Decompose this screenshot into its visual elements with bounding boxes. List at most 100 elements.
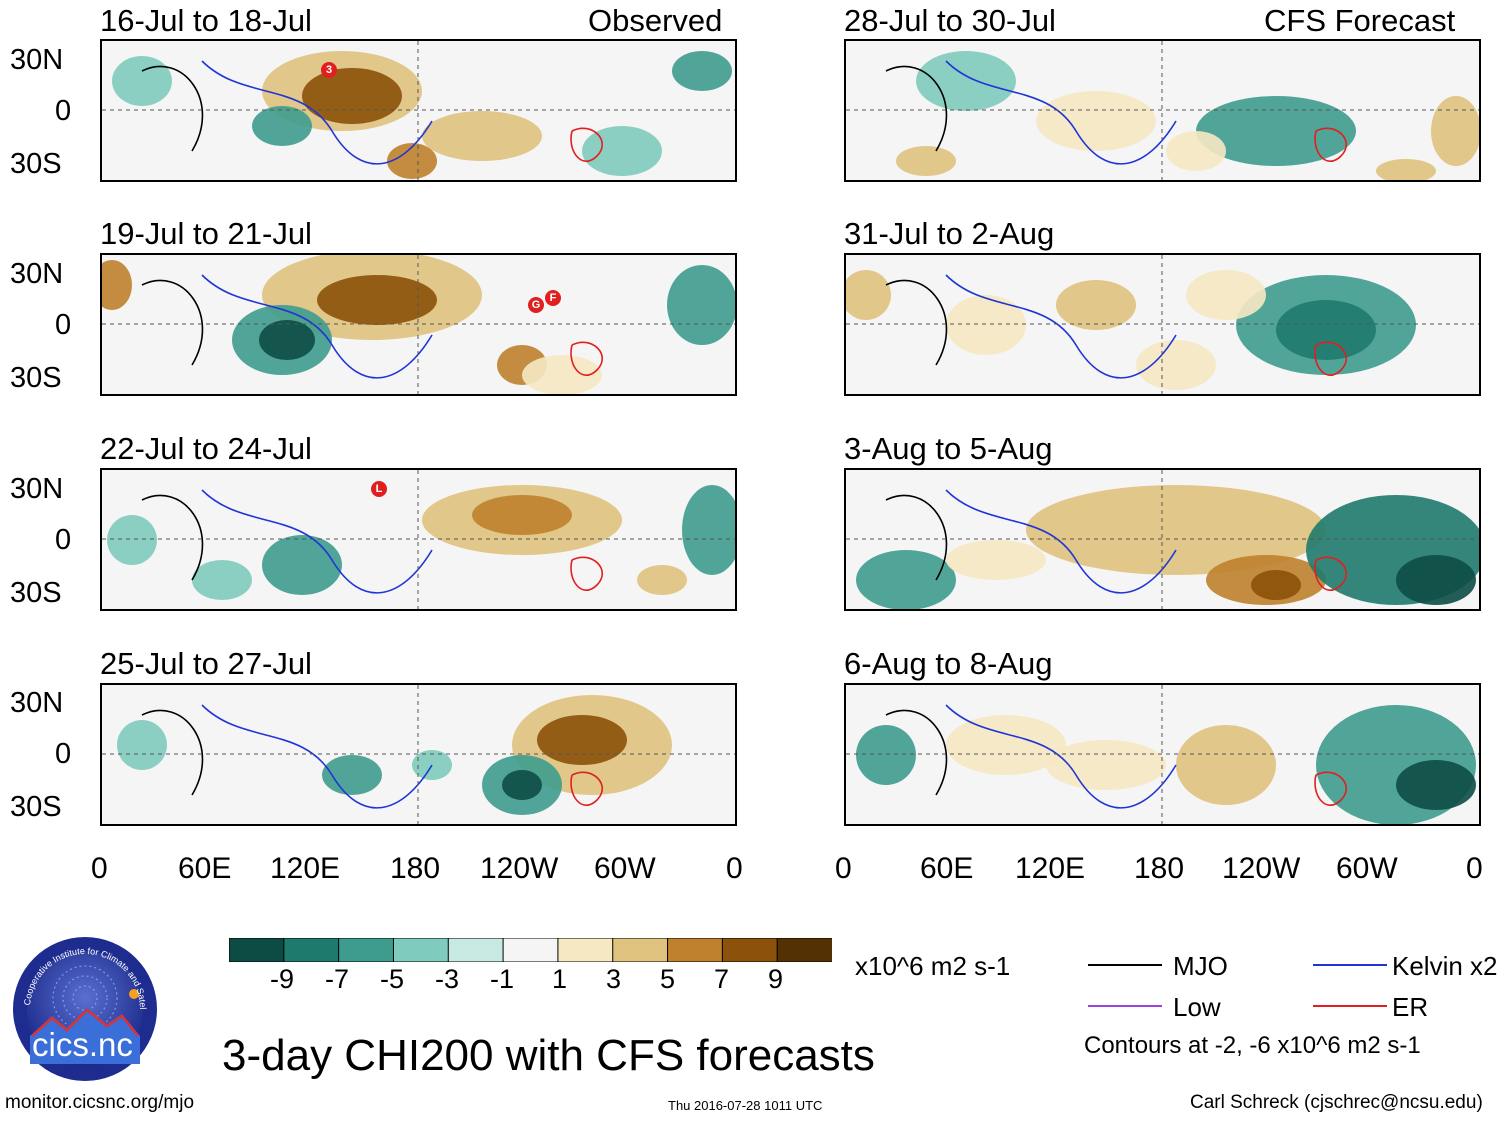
colorbar-swatch [228, 937, 285, 963]
anomaly-shading [322, 755, 382, 795]
legend-mjo-line [1088, 964, 1162, 966]
colorbar-units: x10^6 m2 s-1 [855, 951, 1011, 981]
panel-title-7: 3-Aug to 5-Aug [844, 431, 1053, 466]
ylabel-30s: 30S [10, 791, 62, 823]
ylabel-30n: 30N [10, 258, 64, 290]
anomaly-shading [1046, 740, 1166, 790]
anomaly-shading [259, 320, 315, 360]
anomaly-shading [1026, 485, 1326, 575]
anomaly-shading [637, 565, 687, 595]
panel-title-4: 25-Jul to 27-Jul [100, 646, 312, 681]
colorbar-swatch [392, 937, 450, 963]
storm-label-f: F [545, 290, 561, 306]
observed-label: Observed [588, 3, 723, 38]
logo-text: cics.nc [32, 1026, 133, 1063]
xlabel-0-end: 0 [1466, 852, 1483, 885]
contour-line [945, 704, 1177, 809]
cbar-tick: 5 [660, 964, 676, 994]
anomaly-shading [916, 51, 1016, 111]
cbar-tick: 1 [552, 964, 568, 994]
colorbar-swatch [338, 937, 395, 963]
xlabel-60w: 60W [594, 852, 656, 885]
xlabel-120w: 120W [480, 852, 559, 885]
colorbar-swatch [721, 937, 779, 963]
anomaly-shading [387, 143, 437, 179]
anomaly-shading [672, 51, 732, 91]
contour-line [885, 65, 948, 152]
map-field [102, 470, 735, 609]
contour-line [201, 704, 433, 809]
colorbar-swatch [776, 937, 833, 963]
xlabel-0: 0 [835, 852, 852, 885]
anomaly-shading [582, 126, 662, 176]
anomaly-shading [472, 495, 572, 535]
contour-line [141, 709, 204, 796]
legend-kelvin-line [1313, 964, 1387, 966]
main-title: 3-day CHI200 with CFS forecasts [222, 1031, 875, 1080]
map-field [846, 255, 1479, 394]
ylabel-30n: 30N [10, 687, 64, 719]
anomaly-shading [117, 720, 167, 770]
xlabel-60e: 60E [178, 852, 232, 885]
anomaly-shading [1431, 96, 1479, 166]
anomaly-shading [1186, 270, 1266, 320]
xlabel-180: 180 [1134, 852, 1185, 885]
forecast-label: CFS Forecast [1264, 3, 1456, 38]
contour-line [945, 60, 1177, 165]
legend-kelvin-label: Kelvin x2 [1392, 951, 1498, 981]
anomaly-shading [302, 68, 402, 124]
footer-url[interactable]: monitor.cicsnc.org/mjo [5, 1092, 195, 1113]
ylabel-30s: 30S [10, 148, 62, 180]
map-panel-8 [844, 683, 1481, 826]
map-panel-3 [100, 468, 737, 611]
colorbar-swatch [283, 937, 340, 963]
contour-line [141, 279, 204, 366]
xlabel-0: 0 [91, 852, 108, 885]
anomaly-shading [1376, 159, 1436, 180]
ylabel-eq: 0 [55, 524, 72, 556]
contour-line [885, 279, 948, 366]
anomaly-shading [112, 56, 172, 106]
contour-line [201, 489, 433, 594]
anomaly-shading [107, 515, 157, 565]
contour-line [945, 274, 1177, 379]
anomaly-shading [1276, 300, 1376, 360]
map-field [846, 470, 1479, 609]
xlabel-60w: 60W [1336, 852, 1398, 885]
contour-line [570, 771, 603, 806]
colorbar-swatch [667, 937, 724, 963]
contour-line [1314, 127, 1347, 162]
colorbar [228, 937, 833, 963]
anomaly-shading [896, 146, 956, 176]
anomaly-shading [1176, 725, 1276, 805]
map-panel-2 [100, 253, 737, 396]
xlabel-120w: 120W [1222, 852, 1301, 885]
ylabel-30s: 30S [10, 362, 62, 394]
map-field [102, 41, 735, 180]
map-panel-7 [844, 468, 1481, 611]
colorbar-swatch [502, 937, 559, 963]
panel-title-5: 28-Jul to 30-Jul [844, 3, 1056, 38]
contour-line [201, 60, 433, 165]
contour-line [1314, 771, 1347, 806]
anomaly-shading [102, 260, 132, 310]
map-panel-4 [100, 683, 737, 826]
contour-line [1314, 556, 1347, 591]
colorbar-swatch [447, 937, 505, 963]
anomaly-shading [1396, 760, 1476, 810]
contour-line [945, 489, 1177, 594]
anomaly-shading [317, 275, 437, 325]
legend-er-line [1313, 1005, 1387, 1007]
footer-author: Carl Schreck (cjschrec@ncsu.edu) [1190, 1092, 1483, 1113]
map-field [846, 41, 1479, 180]
cics-logo: Cooperative Institute for Climate and Sa… [9, 928, 158, 1082]
storm-label-3: 3 [321, 62, 337, 78]
anomaly-shading [522, 355, 602, 394]
anomaly-shading [846, 270, 891, 320]
anomaly-shading [667, 265, 735, 345]
colorbar-swatch [612, 937, 669, 963]
anomaly-shading [262, 535, 342, 595]
anomaly-shading [946, 295, 1026, 355]
legend-er-label: ER [1392, 992, 1429, 1022]
anomaly-shading [1166, 131, 1226, 171]
